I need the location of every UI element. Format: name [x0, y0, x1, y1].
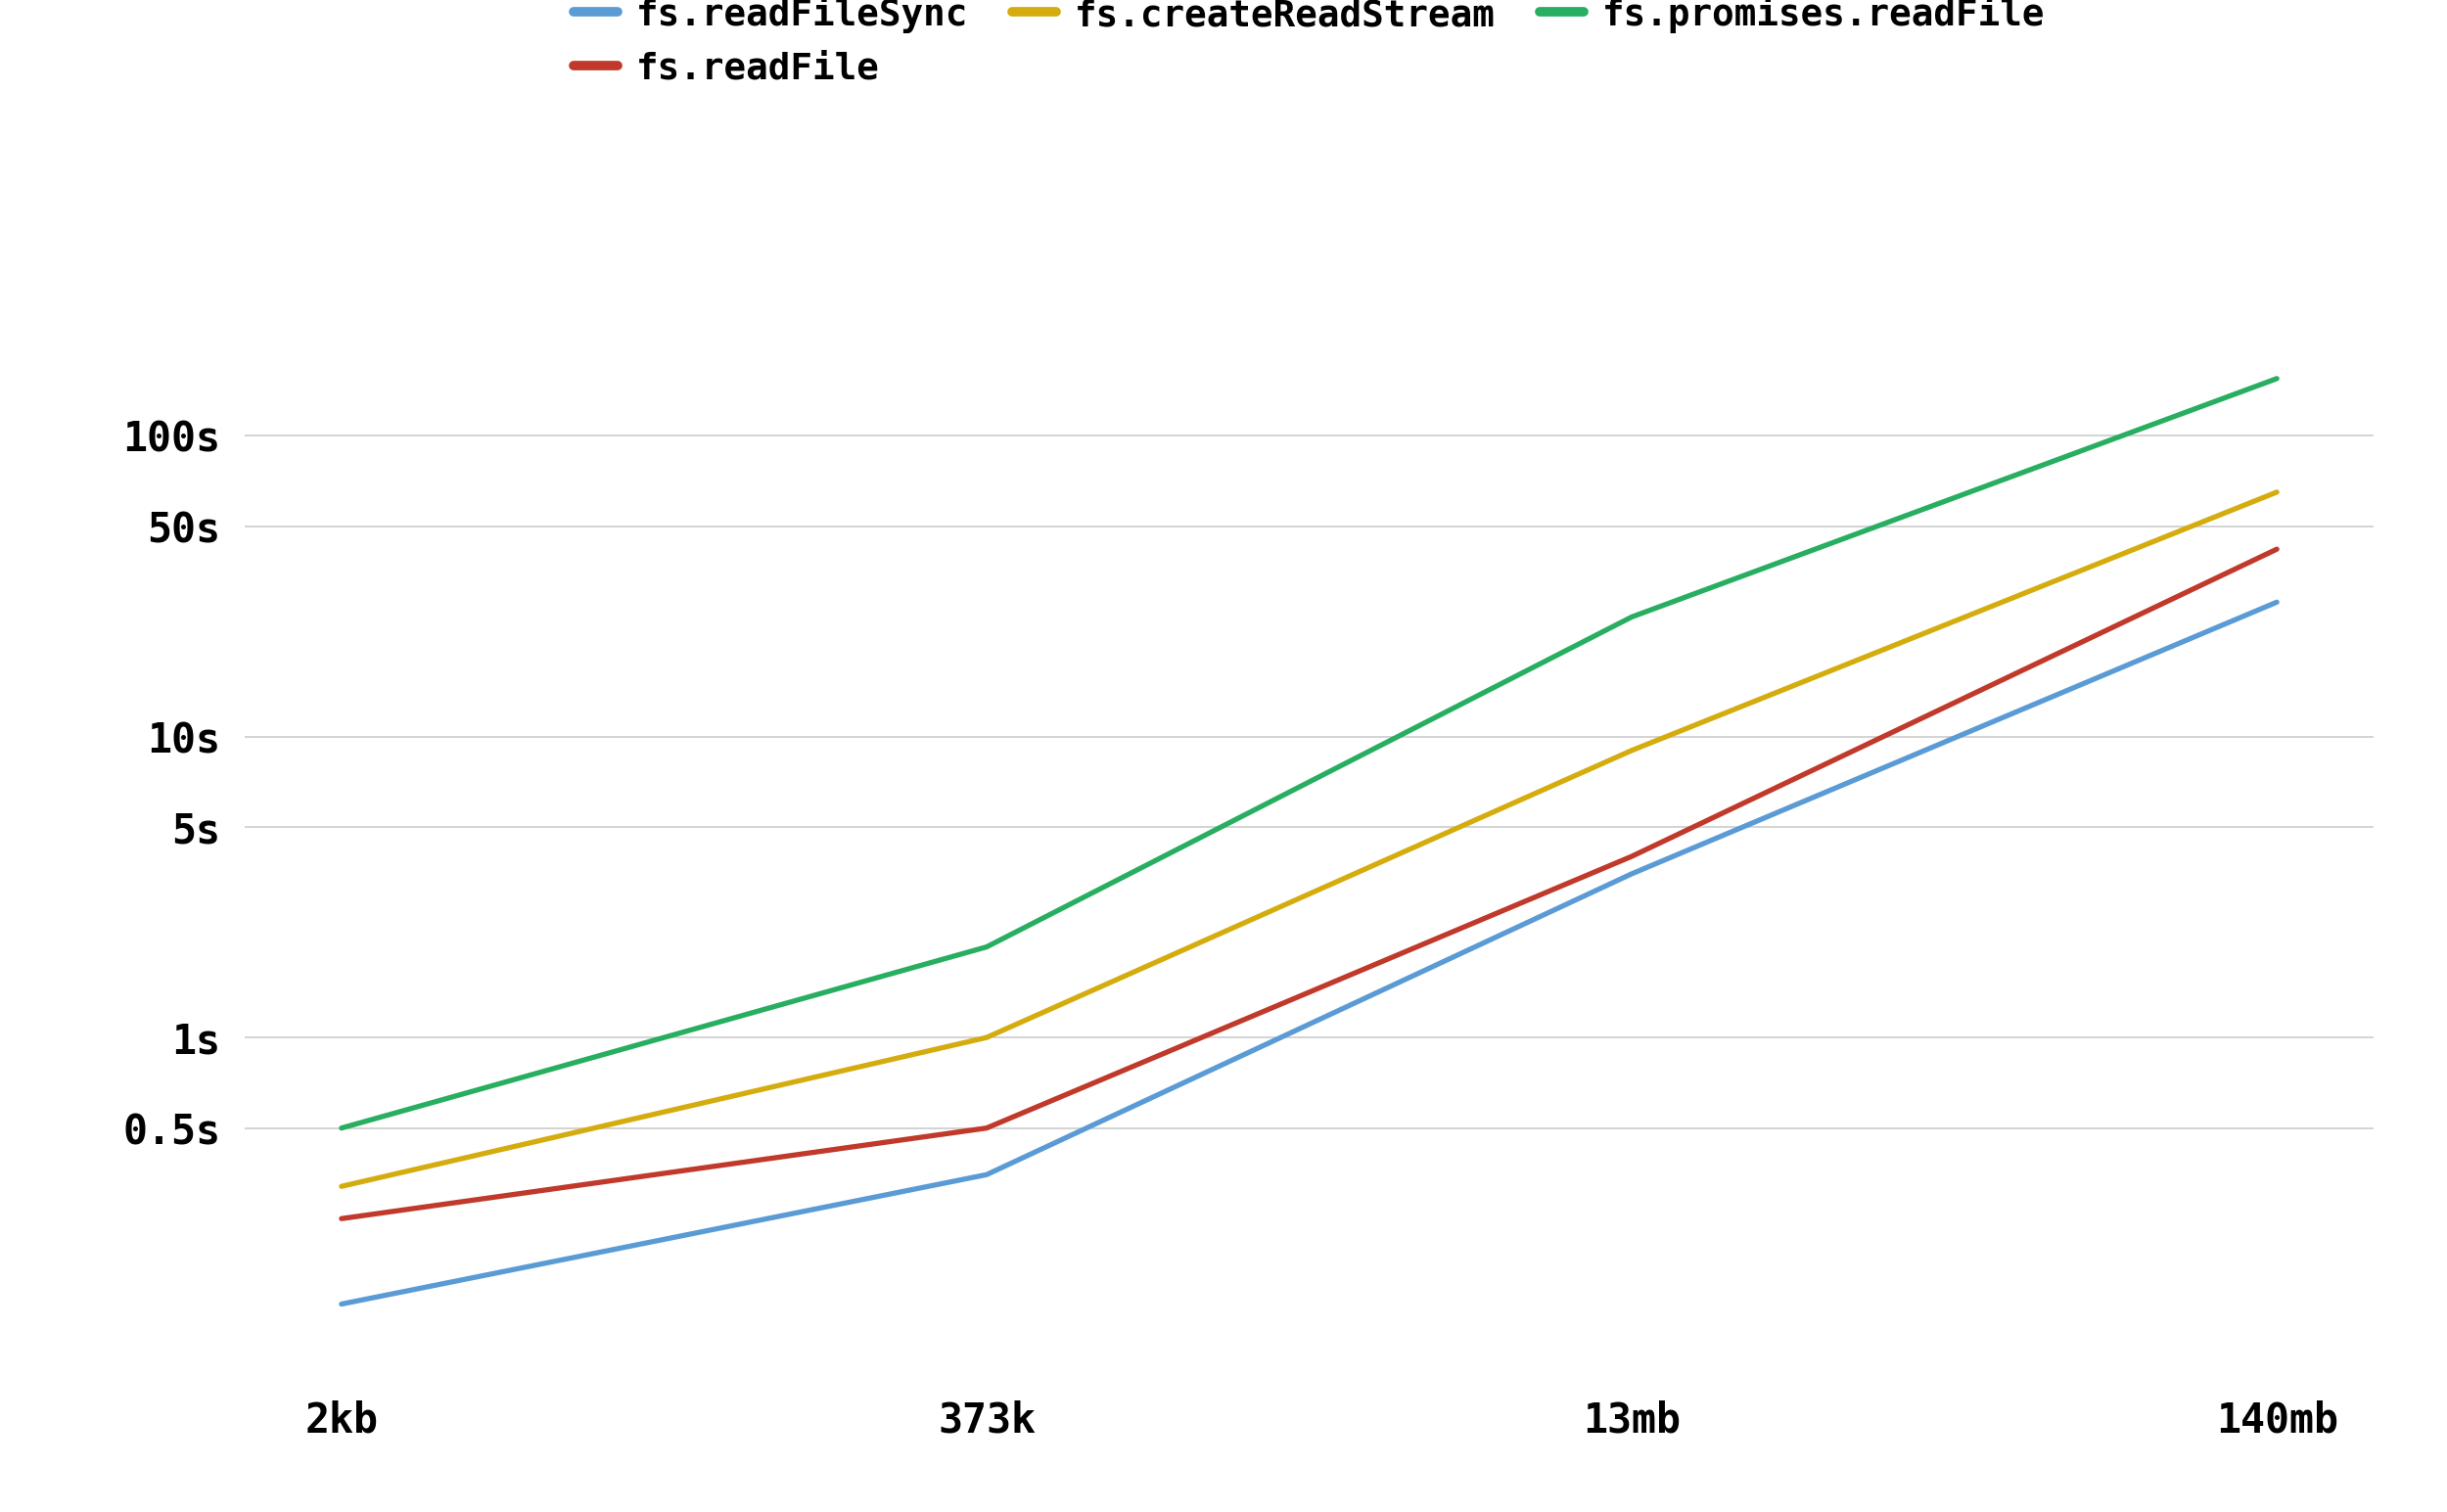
fs.readFileSync — [2261, 593, 2290, 611]
Legend: fs.readFileSync, fs.readFile, fs.createReadStream, fs.promises.readFile: fs.readFileSync, fs.readFile, fs.createR… — [558, 0, 2060, 101]
fs.createReadStream — [1617, 741, 1647, 759]
Line: fs.readFileSync: fs.readFileSync — [343, 602, 2276, 1303]
fs.promises.readFile — [1617, 608, 1647, 626]
fs.promises.readFile — [971, 937, 1001, 956]
fs.readFileSync — [328, 1294, 357, 1312]
fs.readFile — [971, 1119, 1001, 1137]
Line: fs.promises.readFile: fs.promises.readFile — [343, 378, 2276, 1128]
Line: fs.readFile: fs.readFile — [343, 549, 2276, 1219]
fs.createReadStream — [328, 1178, 357, 1196]
Line: fs.createReadStream: fs.createReadStream — [343, 491, 2276, 1187]
fs.createReadStream — [971, 1028, 1001, 1046]
fs.readFileSync — [1617, 865, 1647, 883]
fs.promises.readFile — [2261, 369, 2290, 387]
fs.promises.readFile — [328, 1119, 357, 1137]
fs.readFile — [2261, 540, 2290, 558]
fs.readFileSync — [971, 1166, 1001, 1184]
fs.readFile — [1617, 847, 1647, 865]
fs.readFile — [328, 1210, 357, 1228]
fs.createReadStream — [2261, 482, 2290, 500]
